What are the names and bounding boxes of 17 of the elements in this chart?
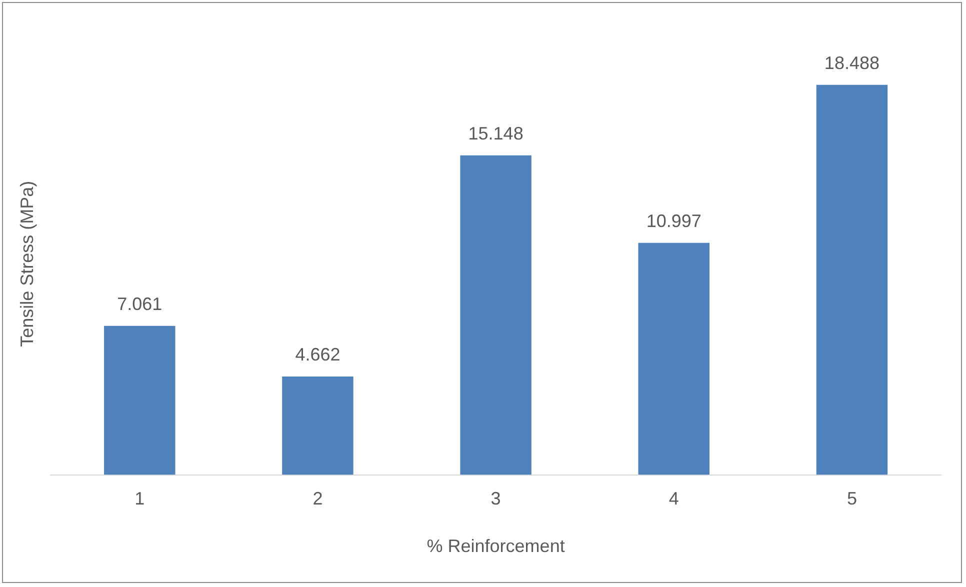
x-tick-label: 4 [668,488,679,509]
bar [104,326,176,475]
bar [816,84,888,475]
data-label: 15.148 [468,123,524,144]
y-axis-title: Tensile Stress (MPa) [16,180,37,347]
data-label: 4.662 [295,344,340,364]
bar [282,376,354,475]
x-axis-title: % Reinforcement [426,536,565,556]
data-label: 10.997 [646,210,702,231]
data-label: 7.061 [117,294,162,314]
x-tick-label: 5 [846,488,857,509]
bar [638,242,710,475]
x-tick-label: 3 [490,488,501,509]
data-label: 18.488 [824,52,880,73]
x-tick-label: 1 [134,488,145,509]
bar [460,155,532,475]
x-tick-label: 2 [312,488,323,509]
